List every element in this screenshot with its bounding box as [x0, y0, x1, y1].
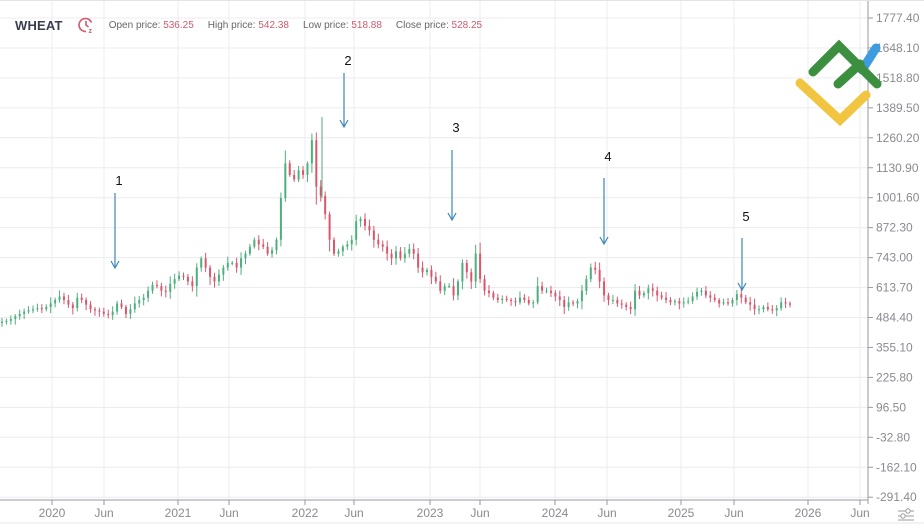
high-label: High price: [207, 19, 256, 31]
x-tick-label: 2022 [292, 506, 319, 520]
y-tick-label: 355.10 [876, 340, 913, 354]
x-tick-label: Jun [219, 506, 238, 520]
chart-settings-icon[interactable] [896, 506, 916, 522]
close-price: Close price: 528.25 [396, 20, 482, 31]
low-value: 518.88 [351, 19, 382, 31]
x-tick-label: Jun [470, 506, 489, 520]
y-tick-label: 743.00 [876, 251, 913, 265]
x-tick-label: 2021 [165, 506, 192, 520]
symbol-title: WHEAT [15, 17, 63, 33]
y-tick-label: 96.50 [876, 400, 906, 414]
history-clock-icon[interactable]: z [77, 16, 95, 35]
svg-text:z: z [88, 28, 92, 34]
y-tick-label: 484.40 [876, 311, 913, 325]
annotation-label: 4 [604, 149, 611, 164]
x-tick-label: 2023 [417, 506, 444, 520]
y-tick-label: 1389.50 [876, 101, 920, 115]
annotation-label: 3 [452, 120, 459, 135]
x-tick-label: Jun [94, 506, 113, 520]
low-price: Low price: 518.88 [303, 20, 382, 31]
y-tick-label: -291.40 [876, 490, 917, 504]
close-value: 528.25 [451, 19, 483, 31]
y-tick-label: 1518.80 [876, 71, 920, 85]
y-tick-label: 1777.40 [876, 11, 920, 25]
annotation-label: 2 [344, 53, 351, 68]
x-tick-label: 2020 [39, 506, 66, 520]
candles [1, 116, 791, 327]
annotation-label: 5 [742, 209, 749, 224]
open-label: Open price: [108, 19, 161, 31]
brand-logo-icon [795, 39, 882, 127]
y-tick-label: -162.10 [876, 460, 917, 474]
y-tick-label: 1260.20 [876, 131, 920, 145]
annotations: 1 2 3 4 5 [110, 53, 750, 292]
y-tick-label: 1648.10 [876, 41, 920, 55]
y-tick-label: -32.80 [876, 430, 910, 444]
open-price: Open price: 536.25 [109, 20, 194, 31]
high-value: 542.38 [258, 19, 289, 31]
x-tick-label: Jun [597, 506, 616, 520]
high-price: High price: 542.38 [208, 20, 289, 31]
y-tick-label: 1130.90 [876, 161, 919, 175]
y-tick-label: 613.70 [876, 281, 913, 295]
y-tick-label: 1001.60 [876, 191, 920, 205]
x-tick-label: 2025 [668, 506, 695, 520]
y-tick-label: 225.80 [876, 370, 913, 384]
y-tick-label: 872.30 [876, 221, 913, 235]
x-tick-label: Jun [344, 506, 363, 520]
chart-header: WHEAT z Open price: 536.25 High price: 5… [0, 10, 482, 40]
x-tick-label: 2024 [542, 506, 569, 520]
y-axis: 1777.40 1648.10 1518.80 1389.50 1260.20 1130.… [0, 11, 920, 504]
annotation-label: 1 [115, 173, 122, 188]
x-tick-label: Jun [724, 506, 743, 520]
x-tick-label: 2026 [795, 506, 822, 520]
x-tick-label: Jun [850, 506, 869, 520]
low-label: Low price: [302, 19, 349, 31]
open-value: 536.25 [163, 19, 194, 31]
close-label: Close price: [395, 19, 449, 31]
